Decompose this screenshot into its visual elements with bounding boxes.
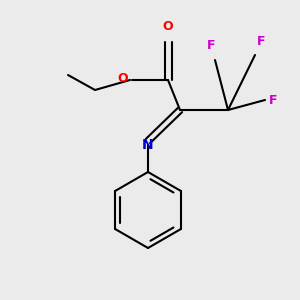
- Text: F: F: [257, 35, 266, 48]
- Text: O: O: [163, 20, 173, 33]
- Text: F: F: [269, 94, 278, 106]
- Text: O: O: [117, 73, 128, 85]
- Text: N: N: [142, 138, 154, 152]
- Text: F: F: [207, 39, 215, 52]
